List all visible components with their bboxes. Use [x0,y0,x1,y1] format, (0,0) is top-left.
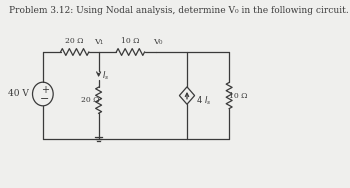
Text: V₁: V₁ [94,38,103,46]
Text: 20 Ω: 20 Ω [80,96,99,104]
Text: V₀: V₀ [153,38,163,46]
Text: Problem 3.12: Using Nodal analysis, determine V₀ in the following circuit.: Problem 3.12: Using Nodal analysis, dete… [9,6,349,15]
Text: +: + [41,85,49,95]
Text: −: − [40,94,50,104]
Text: 40 V: 40 V [8,89,29,99]
Text: 10 Ω: 10 Ω [229,92,247,100]
Text: $I_s$: $I_s$ [102,69,110,82]
Text: 10 Ω: 10 Ω [121,37,140,45]
Text: 20 Ω: 20 Ω [65,37,84,45]
Text: $4\ I_s$: $4\ I_s$ [196,95,211,107]
